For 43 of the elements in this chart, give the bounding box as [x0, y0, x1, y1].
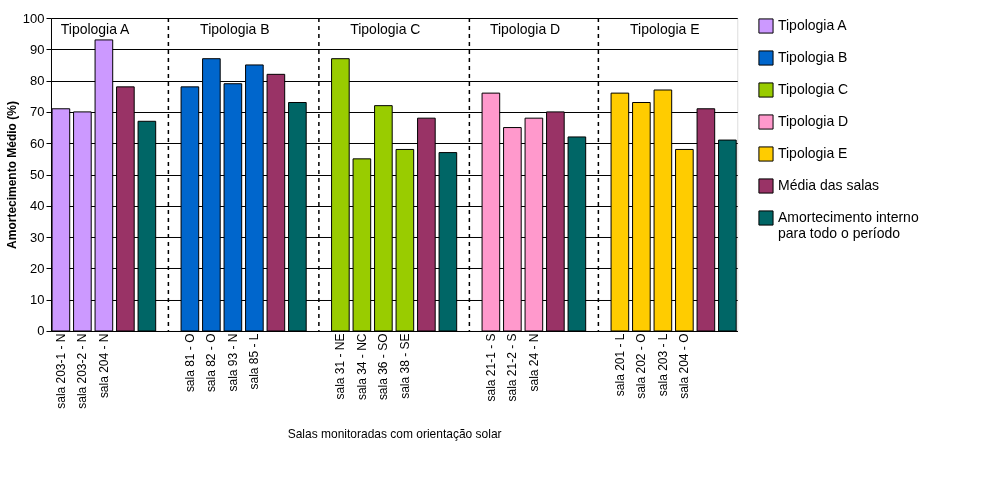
annotation: Tipologia D	[489, 21, 561, 37]
annotation: Tipologia A	[60, 21, 131, 37]
x-tick-label: sala 85 - L	[247, 333, 262, 390]
x-tick-label: sala 203-2 - N	[75, 333, 90, 409]
legend-label: Tipologia B	[777, 49, 848, 65]
y-tick-label: 100	[22, 10, 45, 26]
y-tick-label: 20	[30, 260, 45, 276]
x-axis-title: Salas monitoradas com orientação solar	[287, 426, 502, 441]
legend-label: Tipologia E	[777, 145, 848, 161]
annotation: Tipologia E	[630, 21, 700, 37]
legend-label: Tipologia C	[777, 81, 849, 97]
legend-label: Amortecimento interno para todo o período	[777, 209, 919, 241]
x-tick-label: sala 38 - SE	[397, 333, 412, 399]
y-tick-label: 60	[30, 135, 45, 151]
y-tick-label: 80	[30, 73, 45, 89]
x-tick-label: sala 93 - N	[225, 333, 240, 392]
annotation: Tipologia B	[200, 21, 270, 37]
x-tick-label: sala 21-2 - S	[505, 333, 520, 402]
y-tick-label: 90	[30, 41, 45, 57]
x-tick-label: sala 24 - N	[526, 333, 541, 392]
x-tick-label: sala 203 - L	[655, 333, 670, 397]
x-tick-label: sala 204 - N	[96, 333, 111, 399]
x-tick-label: sala 82 - O	[204, 333, 219, 393]
annotation: Tipologia C	[350, 21, 421, 37]
legend-label: Média das salas	[777, 177, 880, 193]
y-tick-label: 50	[30, 167, 45, 182]
legend-label: Tipologia D	[777, 113, 849, 129]
x-tick-label: sala 36 - SO	[376, 333, 391, 401]
x-tick-label: sala 204 - O	[677, 333, 692, 399]
x-tick-label: sala 203-1 - N	[53, 333, 68, 409]
y-tick-label: 70	[30, 104, 45, 120]
x-tick-label: sala 202 - O	[634, 333, 649, 399]
x-tick-label: sala 21-1 - S	[483, 333, 498, 402]
y-tick-label: 0	[37, 323, 45, 339]
x-tick-label: sala 201 - L	[612, 333, 627, 397]
x-tick-label: sala 81 - O	[182, 333, 197, 393]
y-tick-label: 10	[30, 292, 45, 308]
y-tick-label: 40	[30, 198, 45, 214]
legend-label: Tipologia A	[777, 17, 848, 33]
x-tick-label: sala 31 - NE	[333, 333, 348, 400]
y-axis-title: Amortecimento Médio (%)	[4, 101, 19, 249]
y-tick-label: 30	[30, 229, 45, 245]
x-tick-label: sala 34 - NC	[354, 333, 369, 401]
